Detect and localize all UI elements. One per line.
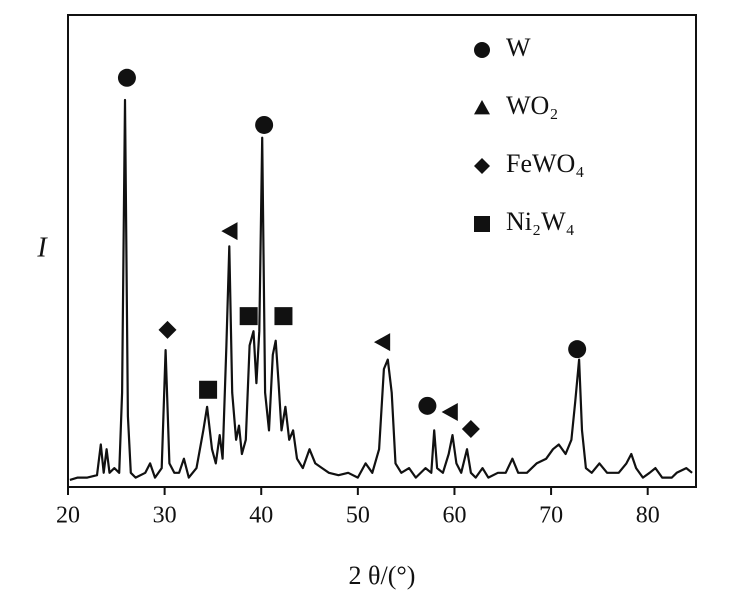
phase-marker <box>158 320 177 339</box>
phase-marker <box>568 340 587 359</box>
phase-marker <box>221 222 238 241</box>
legend-label: FeWO₄ <box>506 149 584 178</box>
phase-marker <box>274 307 293 326</box>
x-tick-label: 70 <box>539 503 563 529</box>
x-tick-label: 30 <box>153 503 177 529</box>
phase-marker <box>418 396 437 415</box>
legend-label: Ni₂W₄ <box>506 207 575 236</box>
x-tick-label: 20 <box>56 503 80 529</box>
x-axis-label: 2 θ/(°) <box>349 561 416 590</box>
legend-label: WO₂ <box>506 91 558 120</box>
x-tick-label: 80 <box>636 503 660 529</box>
legend-label: W <box>506 33 531 62</box>
phase-marker <box>441 402 458 421</box>
phase-marker <box>239 307 258 326</box>
phase-marker <box>199 380 218 399</box>
x-tick-label: 60 <box>442 503 466 529</box>
x-tick-label: 40 <box>249 503 273 529</box>
x-tick-label: 50 <box>346 503 370 529</box>
phase-marker <box>461 419 480 438</box>
legend-symbol <box>474 100 490 115</box>
plot-frame <box>67 14 697 488</box>
phase-marker <box>117 68 136 87</box>
legend-symbol <box>474 158 490 174</box>
legend-symbol <box>474 42 490 58</box>
y-axis-label: I <box>36 232 48 263</box>
pattern-line <box>69 98 693 481</box>
phase-marker <box>373 333 391 352</box>
phase-marker <box>255 115 274 134</box>
legend-symbol <box>474 216 490 232</box>
